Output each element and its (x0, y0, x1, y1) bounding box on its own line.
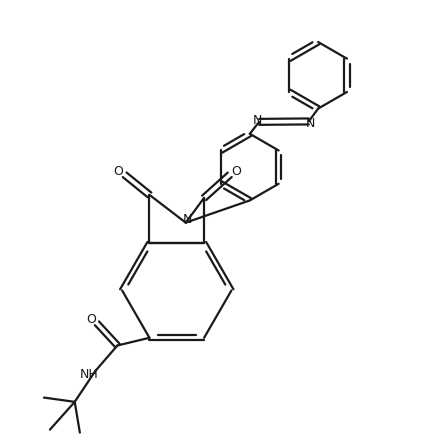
Text: NH: NH (80, 368, 98, 381)
Text: N: N (305, 116, 314, 130)
Text: O: O (113, 165, 123, 178)
Text: N: N (252, 114, 262, 127)
Text: O: O (230, 165, 241, 178)
Text: N: N (182, 213, 191, 226)
Text: O: O (86, 313, 96, 325)
